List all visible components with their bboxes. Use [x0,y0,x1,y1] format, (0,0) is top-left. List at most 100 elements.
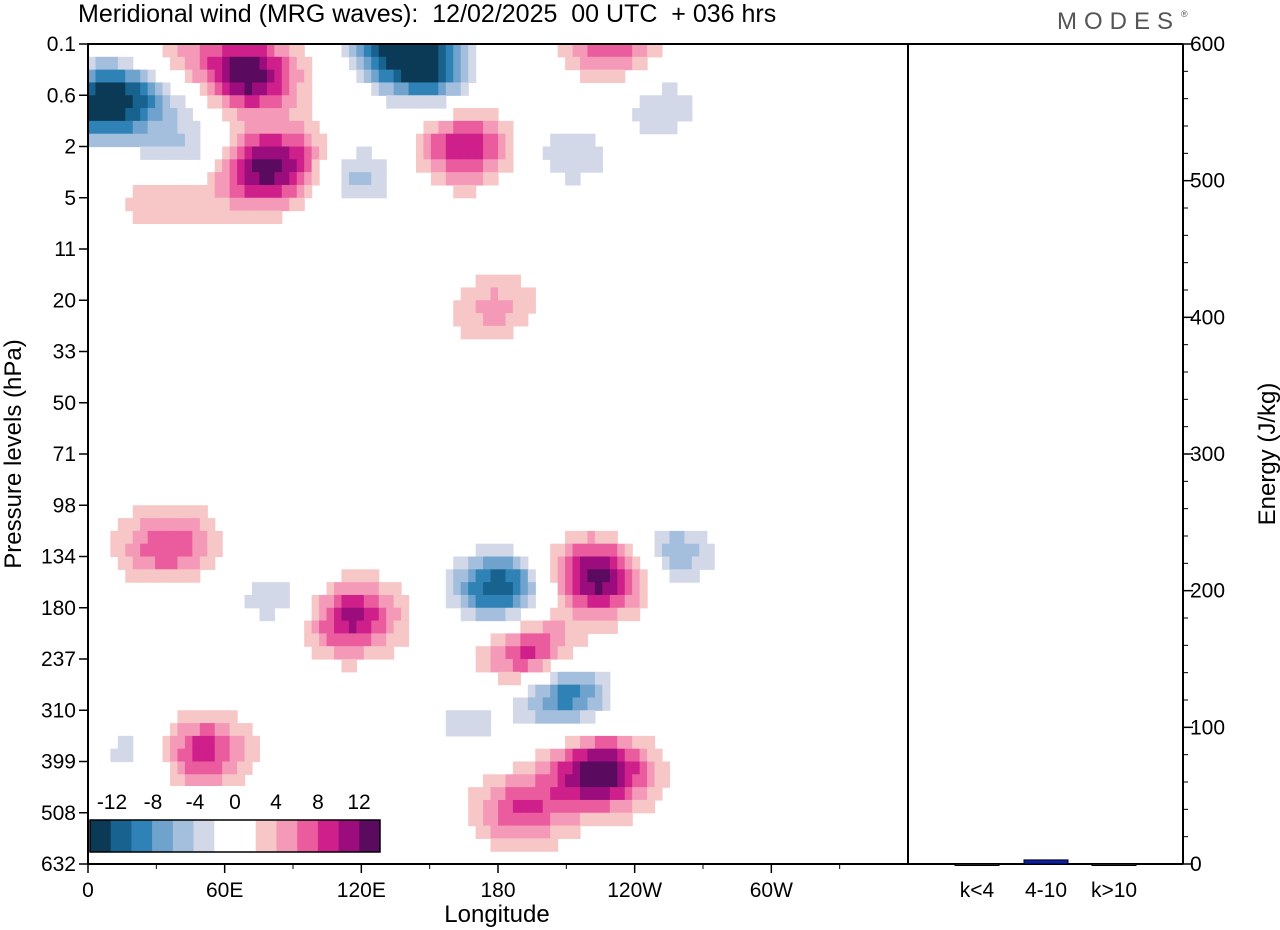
contour-cell [207,723,216,737]
contour-cell [624,594,633,609]
contour-cell [520,774,529,788]
contour-cell [580,594,589,609]
contour-cell [565,620,574,634]
contour-cell [505,146,514,160]
contour-cell [483,300,492,314]
contour-cell [416,146,425,160]
contour-cell [170,723,179,737]
contour-cell [281,95,290,109]
contour-cell [184,133,193,148]
contour-cell [117,82,126,96]
contour-cell [565,44,574,58]
contour-cell [184,569,193,583]
contour-cell [460,44,469,58]
contour-cell [669,569,678,583]
contour-cell [117,108,126,122]
contour-cell [296,82,305,96]
contour-cell [222,710,231,724]
contour-cell [162,556,171,570]
contour-cell [572,799,581,814]
contour-cell [512,799,521,814]
contour-cell [512,825,521,839]
contour-cell [252,159,261,173]
contour-cell [88,56,97,71]
contour-cell [393,607,402,622]
contour-cell [520,697,529,711]
contour-cell [475,594,484,609]
contour-cell [222,108,231,122]
contour-cell [632,799,641,814]
contour-cell [252,56,261,71]
contour-cell [177,108,186,122]
contour-cell [378,594,387,609]
contour-cell [244,197,253,212]
contour-cell [706,543,715,558]
contour-cell [177,210,186,224]
contour-cell [490,159,499,173]
contour-cell [393,82,402,96]
contour-cell [430,95,439,109]
contour-cell [132,82,141,96]
contour-cell [647,108,656,122]
contour-cell [438,56,447,71]
contour-cell [192,530,201,545]
contour-cell [244,210,253,224]
contour-cell [170,120,179,135]
contour-cell [266,69,275,84]
contour-cell [378,159,387,173]
contour-cell [438,133,447,148]
contour-cell [252,594,261,609]
contour-cell [304,120,313,135]
contour-cell [639,108,648,122]
contour-cell [423,133,432,148]
contour-cell [378,607,387,622]
contour-cell [438,172,447,186]
contour-cell [572,633,581,647]
contour-cell [632,44,641,58]
contour-cell [587,812,596,827]
contour-cell [557,607,566,622]
contour-cell [572,697,581,711]
contour-cell [199,556,208,570]
colorbar-swatch [131,820,153,852]
contour-cell [535,774,544,788]
contour-cell [341,569,350,583]
contour-cell [505,633,514,647]
contour-cell [229,210,238,224]
contour-cell [580,530,589,545]
contour-cell [192,120,201,135]
contour-cell [490,300,499,314]
contour-cell [654,761,663,775]
contour-cell [550,812,559,827]
contour-cell [117,95,126,109]
contour-cell [468,120,477,135]
contour-cell [363,569,372,583]
contour-cell [117,69,126,84]
contour-cell [266,146,275,160]
axes: 0.1 0.6 2 5 11 20 33 50 71 98 134 180 237 310 399 508 63… [41,33,1225,902]
colorbar-tick-label: -12 [97,791,127,814]
contour-cell [170,543,179,558]
contour-cell [229,44,238,58]
contour-cell [542,838,551,852]
contour-cell [572,530,581,545]
contour-cell [274,582,283,596]
contour-cell [386,607,395,622]
contour-cell [527,697,536,711]
contour-cell [214,159,223,173]
contour-cell [624,543,633,558]
contour-cell [550,607,559,622]
contour-cell [393,633,402,647]
contour-cell [147,133,156,148]
contour-cell [319,594,328,609]
contour-cell [319,646,328,660]
contour-cell [580,787,589,801]
contour-cell [296,172,305,186]
contour-cell [214,710,223,724]
y-tick-label: 33 [53,341,76,364]
contour-cell [162,184,171,199]
contour-cell [237,723,246,737]
contour-cell [229,184,238,199]
contour-cell [475,812,484,827]
contour-cell [490,659,499,673]
